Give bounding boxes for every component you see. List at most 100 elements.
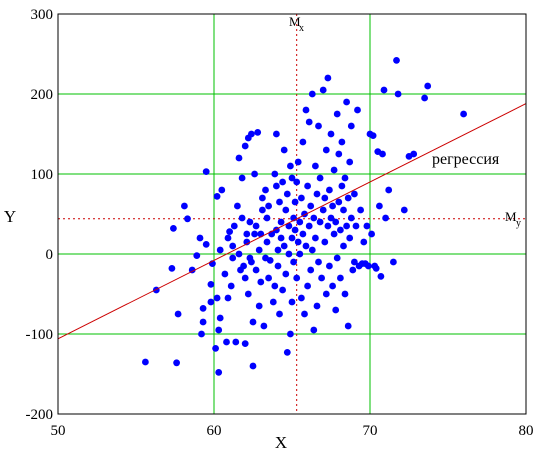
data-point-140	[318, 274, 325, 282]
data-point-180	[351, 190, 358, 198]
data-point-84	[274, 246, 282, 254]
data-point-116	[299, 230, 307, 238]
data-point-162	[335, 150, 343, 158]
data-point-127	[307, 202, 315, 210]
data-point-182	[352, 222, 360, 230]
data-point-142	[319, 86, 327, 94]
data-point-39	[235, 154, 243, 162]
data-point-118	[301, 310, 308, 318]
data-point-6	[181, 202, 188, 210]
data-point-60	[252, 266, 260, 274]
data-point-117	[299, 138, 307, 146]
data-point-158	[332, 218, 340, 226]
data-point-28	[223, 338, 230, 346]
data-point-181	[351, 258, 358, 266]
data-point-106	[291, 226, 299, 234]
data-point-126	[307, 266, 315, 274]
data-point-34	[229, 242, 237, 250]
data-point-11	[198, 330, 205, 338]
data-point-26	[218, 186, 226, 194]
plot-area	[58, 14, 526, 414]
y-tick-label-1: -100	[26, 327, 54, 343]
data-point-170	[341, 174, 349, 182]
data-point-25	[216, 246, 224, 254]
data-point-138	[316, 218, 324, 226]
data-point-1	[152, 286, 160, 294]
data-point-211	[460, 110, 467, 118]
data-point-149	[326, 262, 333, 270]
regression-line	[57, 103, 527, 340]
data-point-24	[216, 314, 224, 322]
data-point-141	[319, 206, 327, 214]
data-point-204	[393, 57, 400, 64]
data-point-174	[344, 194, 352, 202]
data-point-0	[142, 358, 149, 366]
data-point-73	[265, 274, 272, 282]
data-point-160	[333, 254, 341, 262]
data-point-56	[249, 362, 257, 370]
data-point-2	[168, 265, 176, 272]
data-point-77	[269, 298, 277, 306]
y-tick-label-3: 100	[31, 167, 54, 183]
my-label: M y	[505, 209, 521, 229]
data-point-124	[305, 222, 313, 230]
data-point-107	[291, 198, 299, 206]
data-point-197	[376, 202, 383, 210]
data-point-49	[244, 290, 252, 298]
data-point-16	[207, 298, 215, 306]
data-point-36	[232, 338, 240, 346]
data-point-168	[340, 206, 347, 214]
data-point-192	[368, 230, 375, 238]
x-tick-label-1: 60	[207, 423, 222, 439]
data-point-189	[363, 222, 371, 230]
y-axis-label: Y	[4, 207, 16, 226]
data-point-32	[227, 282, 235, 290]
data-point-143	[321, 238, 329, 246]
data-point-21	[213, 193, 221, 200]
data-point-151	[327, 214, 335, 222]
data-point-179	[349, 266, 357, 274]
data-point-134	[313, 190, 321, 198]
data-point-99	[287, 162, 294, 170]
x-axis-label: X	[275, 433, 287, 452]
data-point-161	[335, 198, 343, 206]
data-point-183	[354, 106, 361, 114]
data-point-82	[273, 182, 280, 190]
data-point-93	[282, 206, 290, 214]
data-point-31	[226, 228, 234, 236]
my-label-sub: y	[516, 218, 521, 229]
data-point-71	[263, 238, 271, 246]
data-point-120	[302, 106, 310, 114]
x-tick-label-2: 70	[363, 423, 378, 439]
data-point-203	[390, 258, 397, 266]
data-point-72	[263, 214, 271, 222]
data-point-27	[221, 270, 229, 278]
data-point-200	[380, 86, 388, 94]
y-tick-labels: -200 -100 0 100 200 300	[26, 7, 54, 423]
data-point-14	[202, 241, 210, 248]
data-point-146	[322, 146, 330, 154]
data-point-80	[273, 130, 280, 138]
data-point-150	[326, 186, 333, 194]
data-point-131	[310, 326, 318, 334]
data-point-10	[196, 234, 204, 242]
data-point-51	[246, 218, 254, 226]
data-point-164	[337, 274, 344, 282]
data-point-206	[400, 206, 408, 214]
data-point-46	[241, 142, 249, 150]
data-point-169	[341, 290, 349, 298]
data-point-115	[298, 194, 305, 202]
regression-line-path	[57, 103, 527, 340]
data-point-193	[369, 132, 377, 140]
x-tick-label-0: 50	[51, 423, 66, 439]
data-point-137	[315, 258, 322, 266]
data-point-30	[224, 234, 232, 242]
data-point-9	[193, 252, 201, 259]
data-point-154	[329, 202, 336, 210]
data-point-198	[377, 273, 385, 280]
y-tick-label-2: 0	[46, 247, 54, 263]
data-point-110	[294, 238, 302, 246]
data-point-95	[283, 349, 291, 356]
data-point-64	[257, 278, 265, 286]
data-point-53	[248, 258, 255, 266]
